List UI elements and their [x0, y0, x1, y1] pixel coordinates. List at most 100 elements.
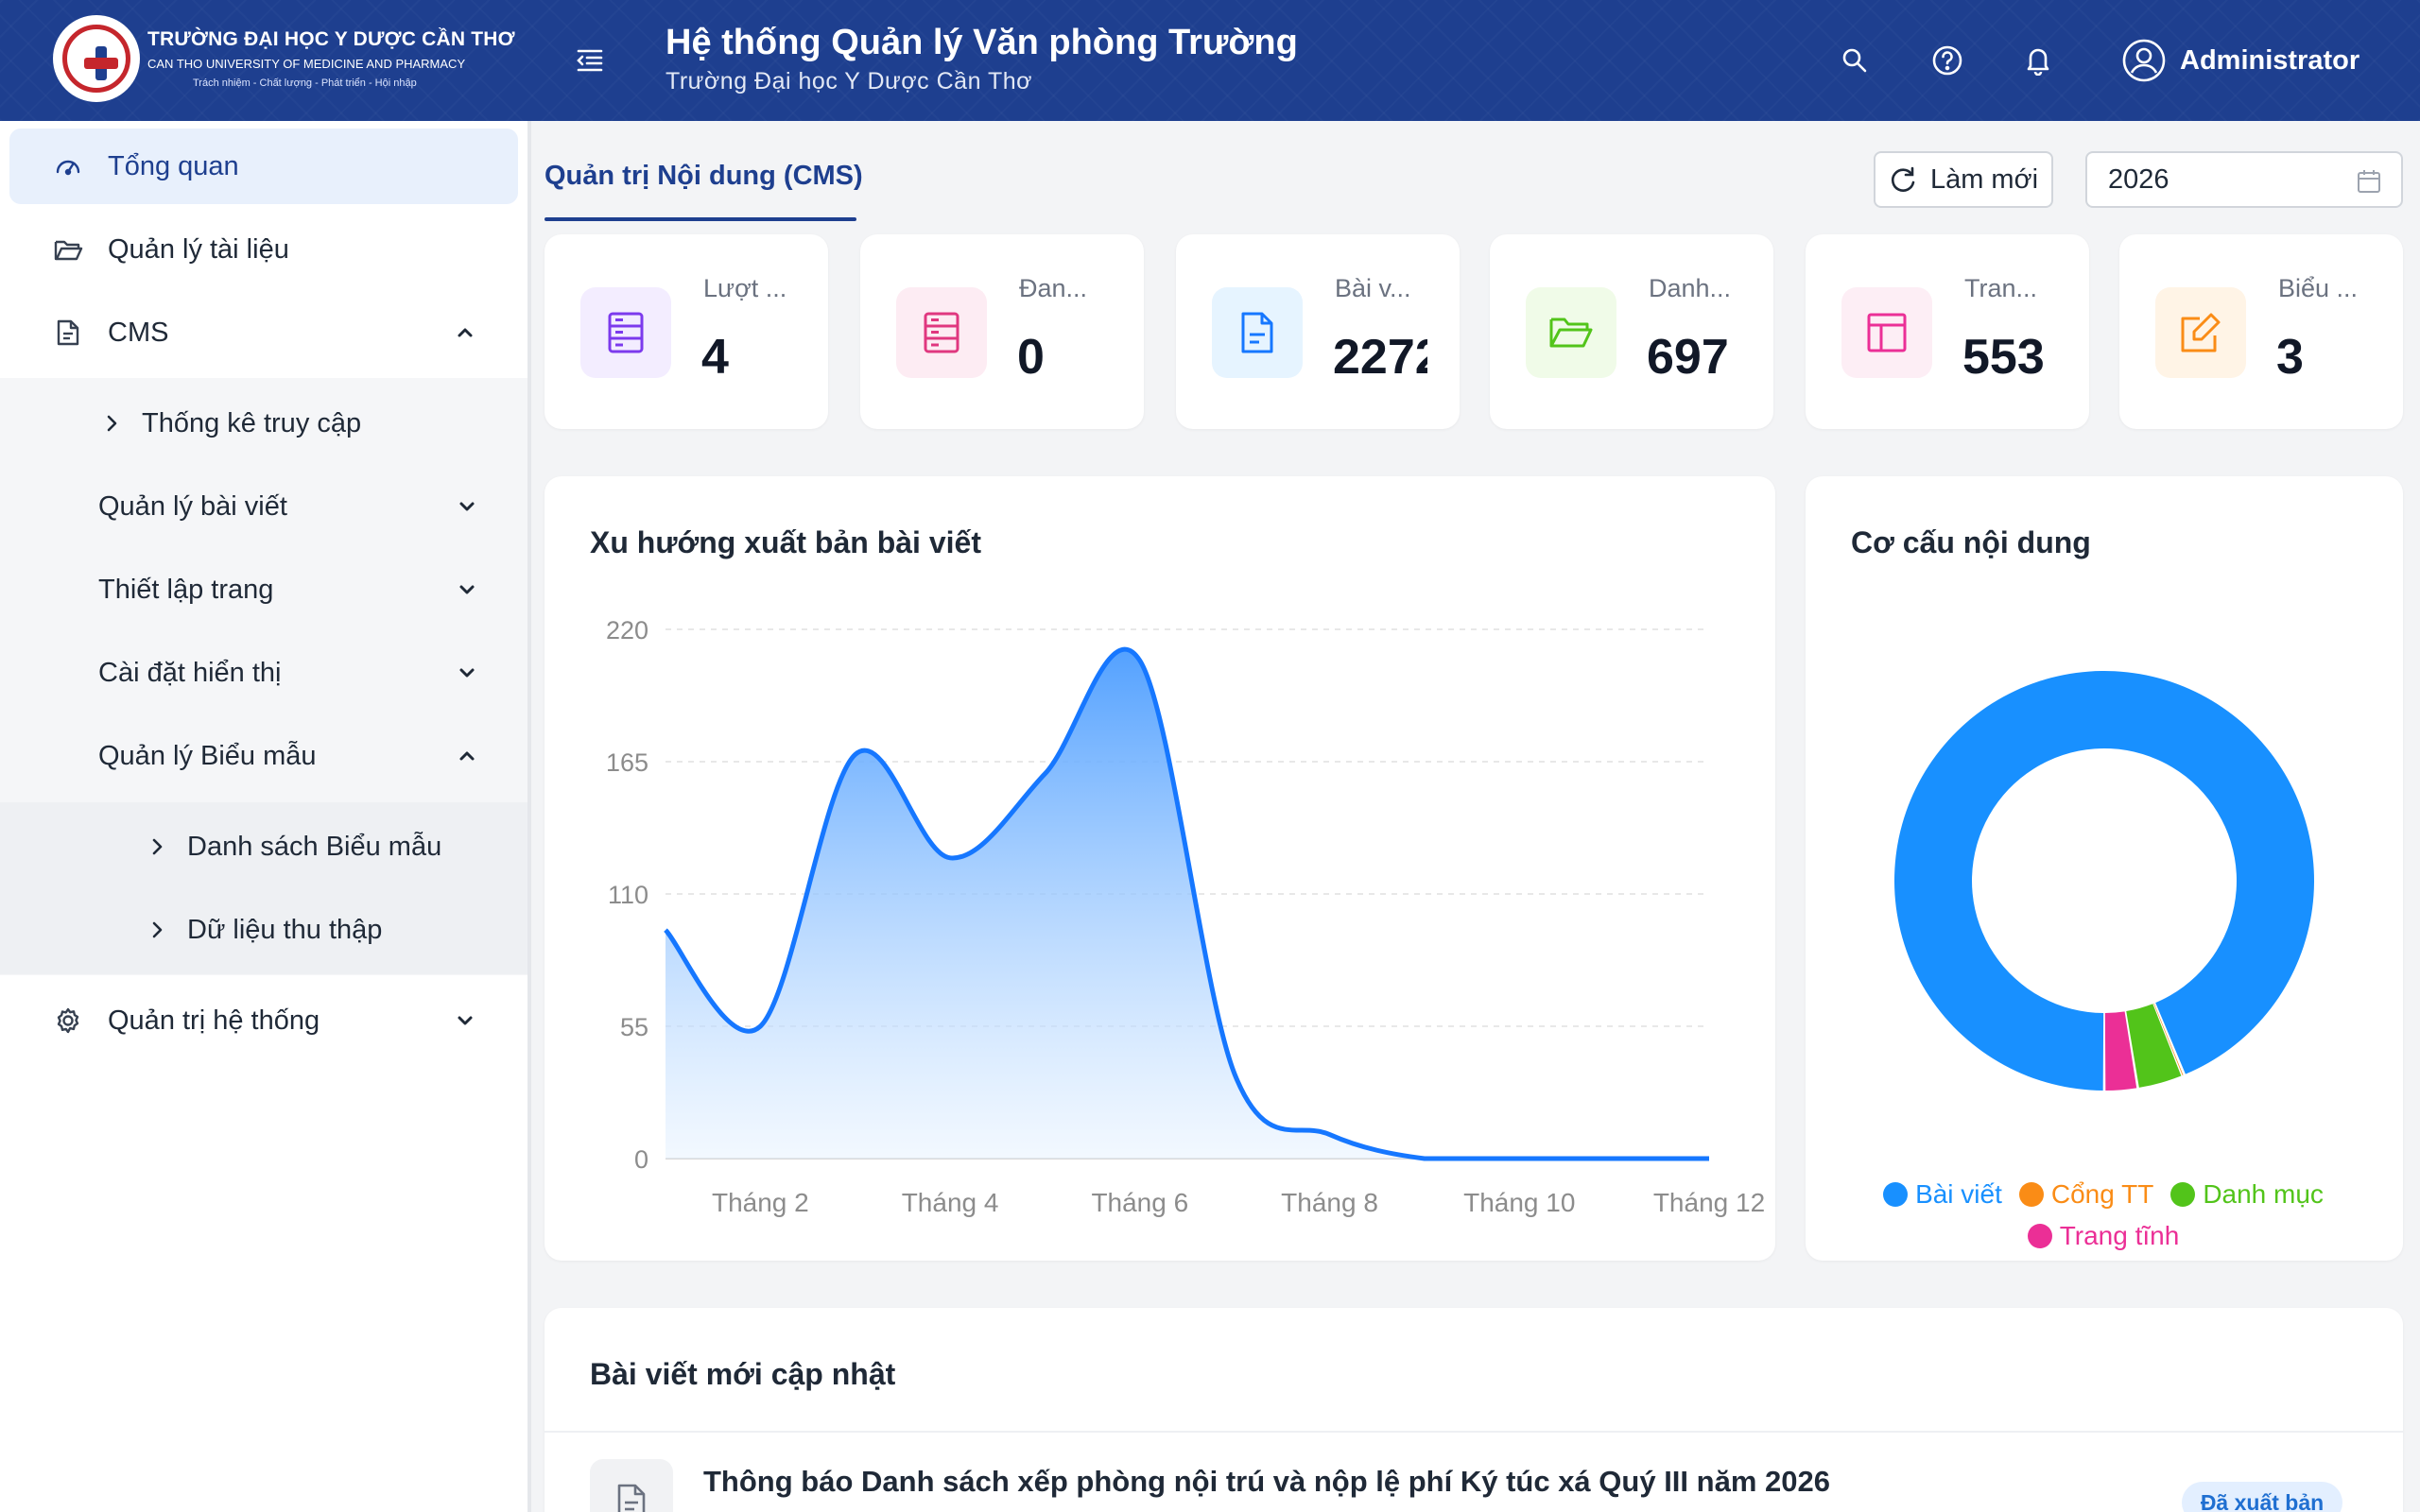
structure-panel: Cơ cấu nội dung Bài viết Cổng TT Danh mụ…	[1806, 476, 2403, 1261]
reload-icon	[1891, 166, 1915, 192]
y-tick-label: 165	[606, 748, 648, 777]
bell-icon	[2027, 48, 2049, 76]
stat-icon-box	[896, 287, 987, 378]
legend-label: Trang tĩnh	[2059, 1221, 2180, 1250]
x-tick-label: Tháng 2	[712, 1188, 809, 1217]
sidebar-item-system[interactable]: Quản trị hệ thống	[9, 983, 518, 1058]
stat-label: Bài v...	[1335, 274, 1411, 302]
donut-slice[interactable]	[1893, 671, 2314, 1091]
chevron-down-icon	[459, 668, 475, 678]
sidebar-item-label: Quản lý bài viết	[98, 490, 287, 522]
help-button[interactable]	[1928, 42, 1966, 79]
series-line	[664, 646, 1709, 1161]
sidebar-item-forms[interactable]: Quản lý Biểu mẫu	[0, 718, 527, 794]
recent-posts-panel: Bài viết mới cập nhật Thông báo Danh sác…	[544, 1308, 2403, 1512]
stat-card[interactable]: Danh... 697	[1490, 234, 1773, 429]
stat-icon-box	[1212, 287, 1303, 378]
sidebar-item-label: Cài đặt hiển thị	[98, 657, 282, 688]
donut-slice[interactable]	[2126, 1004, 2182, 1088]
year-value: 2026	[2108, 163, 2169, 195]
y-tick-label: 110	[608, 881, 648, 909]
file-icon	[617, 1484, 646, 1512]
post-title[interactable]: Thông báo Danh sách xếp phòng nội trú và…	[703, 1465, 1830, 1498]
legend-dot	[2018, 1182, 2044, 1207]
brand-name-en: CAN THO UNIVERSITY OF MEDICINE AND PHARM…	[147, 57, 466, 71]
stat-card[interactable]: Đan... 0	[860, 234, 1144, 429]
refresh-button[interactable]: Làm mới	[1874, 151, 2053, 208]
donut-legend-row-1: Bài viết Cổng TT Danh mục	[1806, 1179, 2401, 1210]
chevron-down-icon	[459, 502, 475, 511]
sidebar-item-cms[interactable]: CMS	[9, 295, 518, 370]
sidebar-item-access-stats[interactable]: Thống kê truy cập	[0, 386, 527, 461]
year-picker[interactable]: 2026	[2085, 151, 2403, 208]
sidebar: Tổng quan Quản lý tài liệu CMS Thống kê …	[0, 121, 527, 1512]
sidebar-item-label: Danh sách Biểu mẫu	[187, 831, 442, 862]
sidebar-item-overview[interactable]: Tổng quan	[9, 129, 518, 204]
user-menu[interactable]: Administrator	[2121, 38, 2360, 83]
sidebar-item-label: Quản lý tài liệu	[108, 233, 289, 265]
stat-value: 553	[1962, 330, 2045, 385]
post-thumbnail	[590, 1459, 673, 1512]
trend-chart: 0 55 110 165 220 Tháng 2 Tháng 4 Tháng 6 Tháng 8…	[606, 616, 1765, 1217]
y-tick-label: 220	[606, 616, 648, 644]
status-badge: Đã xuất bản	[2182, 1482, 2342, 1512]
stat-card[interactable]: Lượt ... 4	[544, 234, 828, 429]
trend-panel: Xu hướng xuất bản bài viết 0 55 110 165 220 T…	[544, 476, 1775, 1261]
donut-slice[interactable]	[2104, 1011, 2137, 1091]
stat-value: 4	[701, 330, 729, 385]
donut-slice[interactable]	[2153, 1003, 2184, 1075]
chevron-right-icon	[152, 838, 163, 855]
stat-icon-box	[2155, 287, 2246, 378]
y-tick-label: 55	[620, 1013, 648, 1041]
tab-cms-admin[interactable]: Quản trị Nội dung (CMS)	[544, 161, 863, 191]
sidebar-item-form-list[interactable]: Danh sách Biểu mẫu	[0, 809, 527, 885]
x-tick-label: Tháng 10	[1463, 1188, 1575, 1217]
notifications-button[interactable]	[2019, 42, 2057, 79]
recent-posts-title: Bài viết mới cập nhật	[590, 1357, 896, 1391]
sidebar-item-display[interactable]: Cài đặt hiển thị	[0, 635, 527, 711]
calendar-icon	[2358, 170, 2380, 193]
stat-card[interactable]: Biểu ... 3	[2119, 234, 2403, 429]
legend-dot	[2170, 1182, 2196, 1207]
sidebar-item-pages[interactable]: Thiết lập trang	[0, 552, 527, 627]
top-header: TRƯỜNG ĐẠI HỌC Y DƯỢC CẦN THƠ CAN THO UN…	[0, 0, 2420, 121]
file-icon	[1238, 310, 1276, 355]
legend-label: Cổng TT	[2050, 1179, 2154, 1209]
sidebar-divider	[527, 121, 531, 1512]
sidebar-item-documents[interactable]: Quản lý tài liệu	[9, 212, 518, 287]
sidebar-item-posts[interactable]: Quản lý bài viết	[0, 469, 527, 544]
menu-toggle-button[interactable]	[571, 42, 609, 79]
sidebar-item-collected-data[interactable]: Dữ liệu thu thập	[0, 892, 527, 968]
legend-dot	[2027, 1224, 2052, 1248]
stat-card[interactable]: Bài v... 2272	[1176, 234, 1460, 429]
layout-icon	[1865, 311, 1909, 354]
legend-dot	[1883, 1182, 1909, 1207]
sidebar-item-label: Tổng quan	[108, 150, 239, 181]
legend-label: Bài viết	[1915, 1179, 2002, 1209]
legend-item-portal[interactable]: Cổng TT	[2018, 1179, 2154, 1210]
server-icon	[605, 310, 647, 355]
sidebar-item-label: Dữ liệu thu thập	[187, 914, 383, 945]
stat-icon-box	[1526, 287, 1616, 378]
series-area	[666, 649, 1709, 1159]
stat-value: 3	[2276, 330, 2304, 385]
app-subtitle: Trường Đại học Y Dược Cần Thơ	[666, 68, 1033, 94]
folder-icon	[1547, 314, 1595, 352]
sidebar-item-label: CMS	[108, 317, 169, 348]
search-button[interactable]	[1836, 42, 1874, 79]
legend-item-categories[interactable]: Danh mục	[2170, 1179, 2324, 1210]
stat-label: Danh...	[1649, 274, 1732, 302]
legend-item-posts[interactable]: Bài viết	[1883, 1179, 2002, 1210]
university-logo	[53, 15, 140, 102]
file-text-icon	[57, 319, 79, 346]
stat-card[interactable]: Tran... 553	[1806, 234, 2089, 429]
sidebar-item-label: Thiết lập trang	[98, 574, 274, 605]
refresh-button-label: Làm mới	[1929, 163, 2039, 195]
sidebar-item-label: Quản lý Biểu mẫu	[98, 740, 317, 771]
x-tick-label: Tháng 4	[902, 1188, 999, 1217]
stat-value: 2272	[1333, 330, 1427, 385]
edit-icon	[2179, 311, 2222, 354]
structure-donut-chart	[1893, 671, 2314, 1091]
stat-value: 697	[1647, 330, 1729, 385]
legend-item-static-pages[interactable]: Trang tĩnh	[2027, 1221, 2180, 1251]
